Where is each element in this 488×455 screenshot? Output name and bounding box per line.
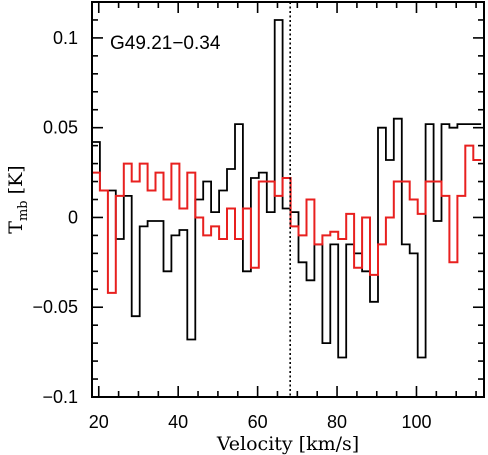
y-axis-title-sub: mb bbox=[16, 200, 31, 221]
source-annotation: G49.21−0.34 bbox=[110, 33, 221, 54]
series-layer bbox=[92, 19, 482, 359]
y-tick-label: 0.1 bbox=[53, 28, 78, 48]
x-axis-title: Velocity [km/s] bbox=[216, 433, 359, 455]
y-tick-label: −0.05 bbox=[32, 297, 78, 317]
y-tick-label: −0.1 bbox=[42, 387, 78, 407]
x-tick-label: 100 bbox=[401, 412, 431, 432]
x-tick-label: 60 bbox=[248, 412, 268, 432]
y-axis-title-unit: [K] bbox=[5, 165, 27, 200]
x-tick-label: 80 bbox=[327, 412, 347, 432]
series-line-1 bbox=[92, 19, 482, 359]
y-tick-label: 0.05 bbox=[43, 118, 78, 138]
y-tick-label: 0 bbox=[68, 207, 78, 227]
series-line-2 bbox=[92, 144, 482, 294]
x-tick-label: 20 bbox=[89, 412, 109, 432]
y-axis-title: Tmb [K] bbox=[5, 165, 31, 233]
ticks-layer: 20 40 60 80 100 −0.1 −0.05 0 0.05 0.1 bbox=[32, 1, 484, 432]
y-axis-title-main: T bbox=[5, 221, 27, 234]
x-tick-label: 40 bbox=[168, 412, 188, 432]
